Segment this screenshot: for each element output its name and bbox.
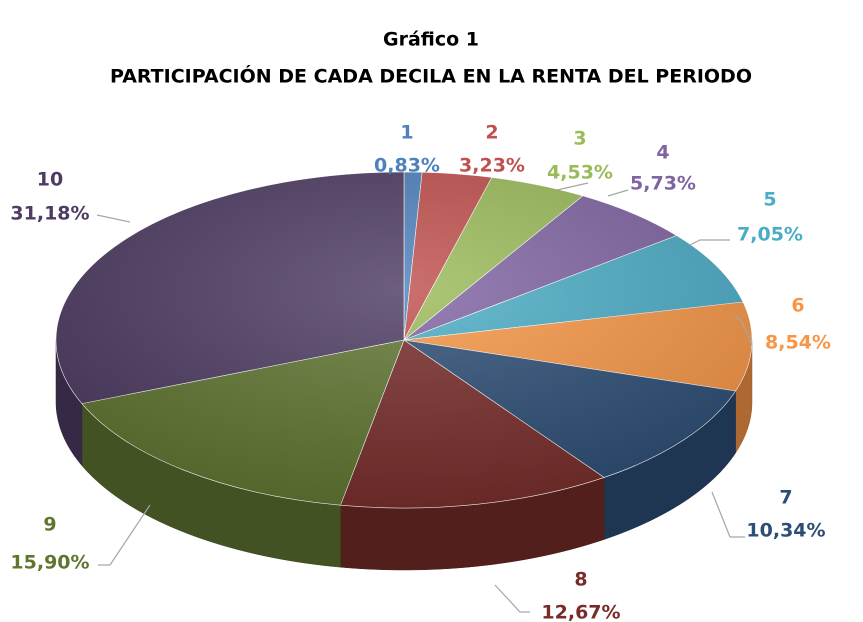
category-label: 5 — [763, 189, 776, 211]
value-label: 7,05% — [737, 224, 803, 246]
chart-subtitle: PARTICIPACIÓN DE CADA DECILA EN LA RENTA… — [110, 64, 752, 88]
value-label: 0,83% — [374, 155, 440, 177]
leader-line — [98, 504, 151, 566]
leader-line — [556, 182, 589, 191]
category-label: 9 — [43, 514, 56, 536]
value-label: 3,23% — [459, 155, 525, 177]
leader-line — [494, 584, 530, 613]
leader-line — [96, 214, 131, 223]
leader-line — [607, 189, 629, 197]
value-label: 10,34% — [746, 520, 825, 542]
category-label: 2 — [485, 122, 498, 144]
category-label: 10 — [37, 169, 63, 191]
leader-line — [734, 314, 753, 346]
value-label: 12,67% — [541, 602, 620, 622]
chart-title: Gráfico 1 — [383, 29, 479, 51]
value-label: 31,18% — [10, 203, 89, 225]
leader-line — [711, 491, 745, 538]
category-label: 7 — [779, 487, 792, 509]
category-label: 4 — [656, 142, 669, 164]
category-label: 8 — [574, 569, 587, 591]
value-label: 5,73% — [630, 173, 696, 195]
category-label: 6 — [791, 295, 804, 317]
category-label: 3 — [573, 128, 586, 150]
value-label: 4,53% — [547, 162, 613, 184]
data-labels: 1 0,83% 2 3,23% 3 4,53% 4 5,73% 5 7,05% 6 8,54% 7 10,… — [10, 122, 831, 622]
value-label: 15,90% — [10, 552, 89, 574]
pie-tops — [55, 171, 753, 509]
leader-line — [689, 239, 730, 246]
value-label: 8,54% — [765, 332, 831, 354]
category-label: 1 — [400, 122, 413, 144]
